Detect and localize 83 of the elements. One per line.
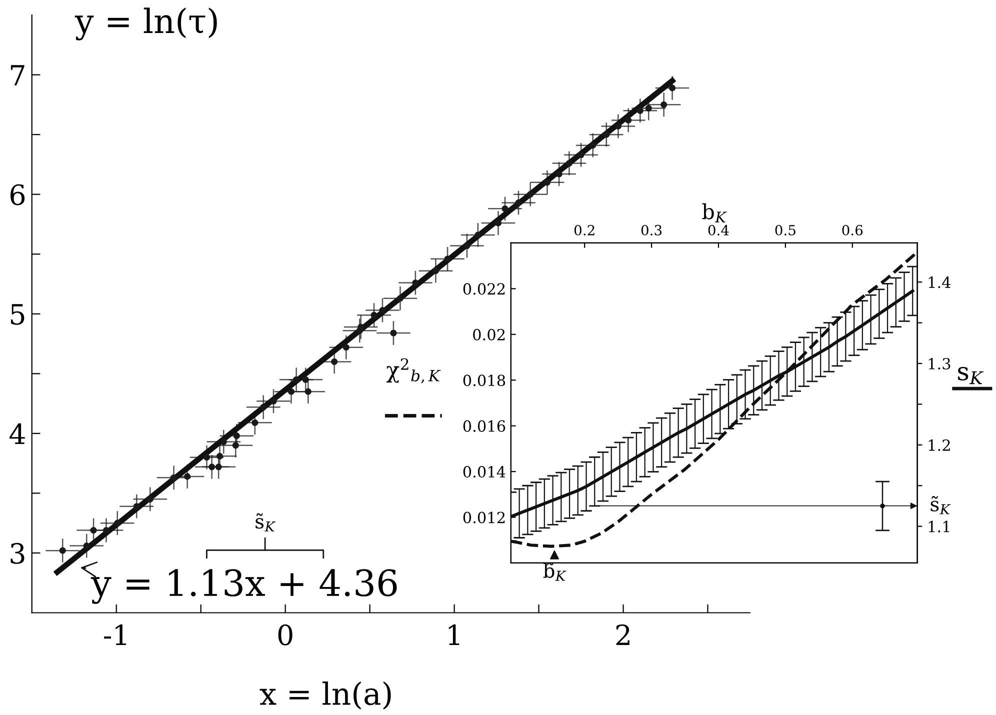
point — [556, 170, 562, 178]
point — [208, 464, 216, 470]
point — [184, 473, 191, 480]
point — [146, 496, 154, 502]
point — [233, 432, 240, 440]
annotation: y = 1.13x + 4.36 — [90, 569, 397, 604]
point — [603, 131, 610, 138]
point — [494, 220, 502, 226]
y-axis-title: χ$^{2}$$_{b,K}$ — [386, 358, 441, 384]
point — [390, 330, 397, 336]
point — [578, 152, 584, 158]
point — [625, 116, 632, 124]
point — [412, 280, 419, 286]
point — [444, 256, 451, 262]
annotation: s̃$_{K}$ — [256, 513, 276, 532]
point — [203, 454, 210, 461]
point — [331, 358, 338, 365]
y-tick-label: 0.018 — [463, 374, 506, 386]
point — [614, 122, 622, 130]
point — [215, 464, 222, 470]
point — [90, 526, 97, 534]
x-tick-label: 0.4 — [708, 224, 729, 236]
point — [216, 452, 224, 460]
point — [232, 442, 239, 449]
point — [645, 104, 652, 112]
point — [544, 179, 551, 186]
y-tick-label: 0.016 — [463, 420, 506, 432]
point — [270, 398, 277, 404]
point — [114, 520, 121, 526]
x-tick-label: 0.3 — [641, 224, 662, 236]
point — [527, 191, 534, 198]
x-axis-title: b$_{K}$ — [702, 203, 727, 222]
y-tick-label: 4 — [10, 423, 25, 444]
x-tick-label: 2 — [616, 624, 630, 645]
point — [370, 312, 378, 318]
y2-tick-label: 1.4 — [928, 276, 951, 288]
point — [515, 199, 522, 206]
point — [432, 268, 439, 274]
y2-tick-label: 1.3 — [928, 358, 950, 370]
point — [342, 344, 350, 351]
y2-tick-label: 1.1 — [928, 520, 950, 532]
y-tick-label: 3 — [10, 542, 24, 564]
x-tick-label: 0.2 — [574, 224, 594, 236]
annotation: s̃$_{K}$ — [930, 496, 951, 514]
y-tick-label: 0.02 — [473, 328, 505, 340]
point — [83, 542, 90, 550]
point — [302, 376, 309, 383]
point — [379, 307, 386, 314]
point — [288, 388, 295, 395]
y-tick-label: 0.012 — [463, 512, 505, 524]
point — [502, 205, 508, 212]
point — [59, 547, 66, 554]
point — [252, 419, 258, 426]
point — [590, 142, 596, 149]
point — [133, 503, 140, 510]
point — [293, 376, 300, 383]
x-axis-title: x = ln(a) — [260, 681, 391, 710]
x-tick-label: 1 — [448, 624, 460, 645]
y-tick-label: 6 — [10, 184, 25, 206]
x-tick-label: 0.5 — [775, 224, 796, 236]
x-tick-label: 0.6 — [842, 224, 863, 236]
point — [668, 84, 676, 92]
y-tick-label: 0.014 — [463, 466, 506, 478]
y-axis-title: y = ln(τ) — [74, 8, 217, 40]
point — [102, 526, 110, 534]
point — [636, 107, 644, 114]
y2-axis-title: s$_{K}$ — [958, 366, 984, 384]
point — [304, 388, 312, 395]
point — [358, 324, 364, 330]
point — [220, 438, 227, 446]
point — [396, 295, 404, 302]
y-tick-label: 0.022 — [463, 283, 505, 295]
y-tick-label: 5 — [11, 304, 24, 325]
point — [566, 160, 572, 167]
point — [474, 232, 482, 238]
point — [464, 242, 470, 250]
point — [660, 101, 668, 108]
y2-tick-label: 1.2 — [928, 439, 950, 451]
x-tick-label: 0 — [278, 624, 292, 646]
point — [260, 404, 267, 410]
x-tick-label: -1 — [104, 624, 126, 645]
point — [170, 474, 178, 481]
y-tick-label: 7 — [10, 65, 24, 86]
